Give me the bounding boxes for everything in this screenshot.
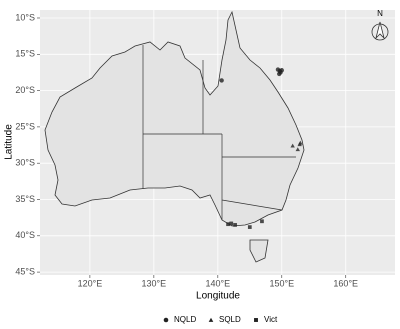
legend-key [254, 318, 258, 322]
point [247, 225, 252, 229]
point [295, 147, 300, 152]
y-tick-label: 30°S [15, 158, 35, 168]
legend-label: NQLD [174, 315, 196, 324]
y-tick-label: 20°S [15, 85, 35, 95]
point [290, 143, 295, 148]
x-axis-title: Longitude [196, 291, 240, 302]
state-borders [142, 45, 296, 220]
points [219, 67, 303, 229]
x-tick-label: 130°E [142, 278, 167, 288]
legend: NQLD SQLD Vict [163, 315, 278, 324]
north-arrow-needle [375, 21, 385, 40]
legend-label: Vict [264, 315, 278, 324]
y-tick-label: 35°S [15, 194, 35, 204]
x-tick-label: 140°E [206, 278, 231, 288]
y-tick-label: 40°S [15, 230, 35, 240]
legend-label: SQLD [219, 315, 241, 324]
y-tick-label: 10°S [15, 12, 35, 22]
x-tick-label: 160°E [333, 278, 358, 288]
australia-outline [44, 10, 305, 227]
legend-key [163, 317, 169, 323]
point [229, 221, 234, 226]
y-tick-label: 15°S [15, 49, 35, 59]
legend-key [208, 317, 214, 322]
point [233, 223, 237, 227]
x-tick-label: 150°E [269, 278, 294, 288]
y-tick-label: 45°S [15, 266, 35, 276]
point [278, 70, 283, 75]
y-axis-title: Latitude [4, 124, 15, 160]
x-tick-label: 120°E [78, 278, 103, 288]
point [298, 140, 303, 145]
point [226, 222, 230, 227]
north-arrow-label: N [377, 9, 383, 18]
north-arrow: N [371, 9, 389, 41]
point [260, 219, 264, 224]
y-tick-label: 25°S [15, 121, 35, 131]
tasmania-outline [249, 239, 269, 263]
point [219, 78, 224, 83]
